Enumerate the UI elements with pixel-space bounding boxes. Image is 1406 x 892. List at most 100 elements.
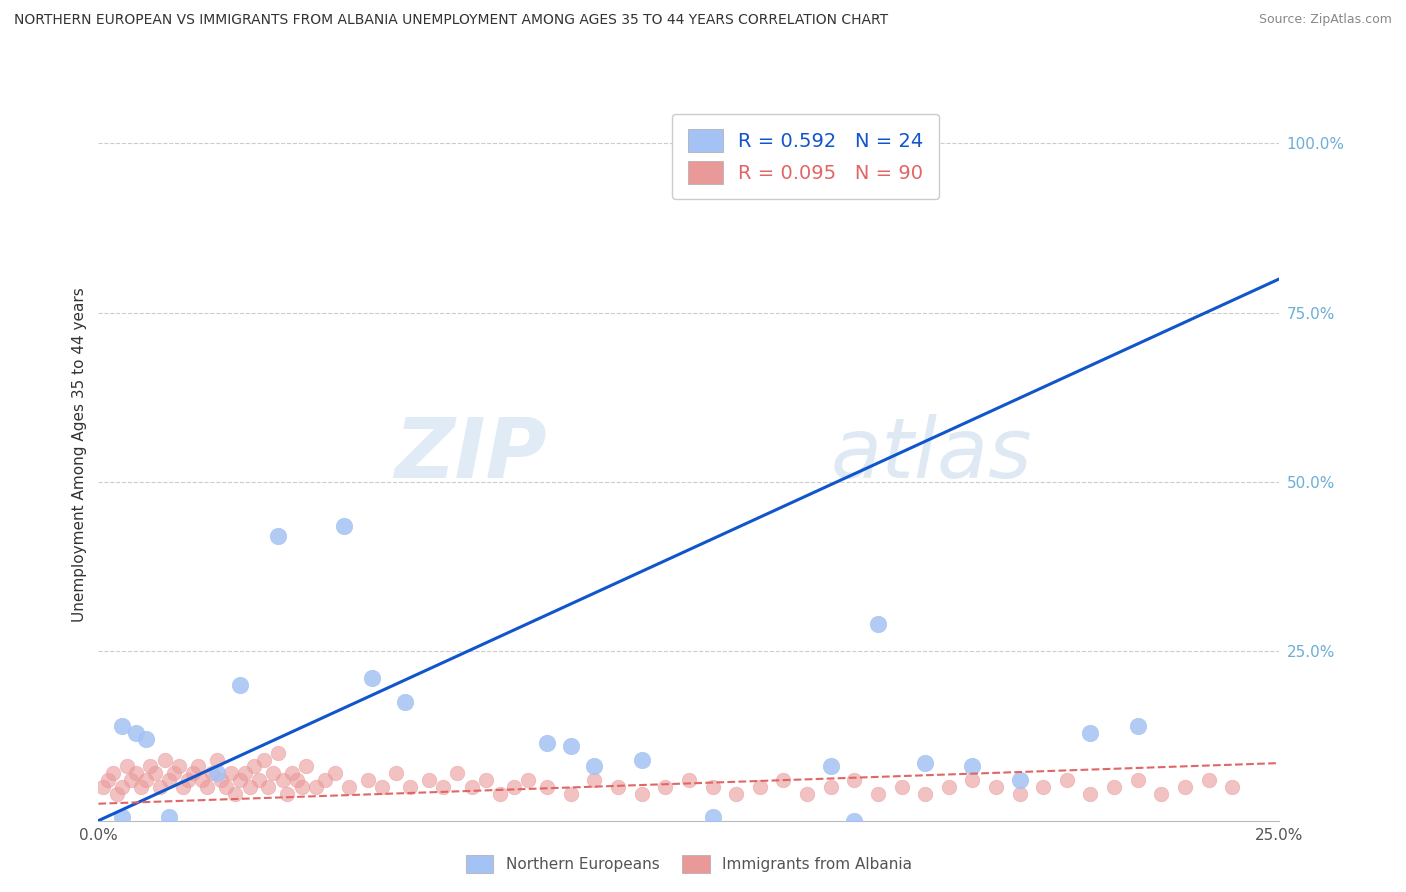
Point	[1008, 772, 1031, 787]
Point	[702, 780, 724, 794]
Point	[125, 725, 148, 739]
Point	[215, 780, 238, 794]
Point	[209, 772, 232, 787]
Point	[290, 780, 312, 794]
Point	[115, 759, 138, 773]
Text: NORTHERN EUROPEAN VS IMMIGRANTS FROM ALBANIA UNEMPLOYMENT AMONG AGES 35 TO 44 YE: NORTHERN EUROPEAN VS IMMIGRANTS FROM ALB…	[14, 13, 889, 28]
Point	[371, 780, 394, 794]
Point	[1126, 772, 1149, 787]
Point	[361, 672, 384, 686]
Point	[560, 739, 582, 753]
Point	[583, 772, 606, 787]
Point	[167, 759, 190, 773]
Point	[281, 766, 304, 780]
Point	[399, 780, 422, 794]
Point	[224, 787, 246, 801]
Point	[820, 759, 842, 773]
Point	[536, 736, 558, 750]
Point	[229, 772, 252, 787]
Point	[914, 756, 936, 770]
Point	[243, 759, 266, 773]
Point	[111, 719, 134, 733]
Point	[239, 780, 262, 794]
Point	[385, 766, 408, 780]
Point	[111, 810, 134, 824]
Point	[1150, 787, 1173, 801]
Point	[262, 766, 284, 780]
Point	[337, 780, 360, 794]
Point	[1102, 780, 1125, 794]
Point	[177, 772, 200, 787]
Point	[702, 810, 724, 824]
Point	[962, 759, 984, 773]
Point	[233, 766, 256, 780]
Point	[205, 766, 228, 780]
Y-axis label: Unemployment Among Ages 35 to 44 years: Unemployment Among Ages 35 to 44 years	[72, 287, 87, 623]
Point	[101, 766, 124, 780]
Point	[129, 780, 152, 794]
Point	[748, 780, 770, 794]
Point	[432, 780, 454, 794]
Point	[914, 787, 936, 801]
Point	[125, 766, 148, 780]
Point	[654, 780, 676, 794]
Point	[560, 787, 582, 801]
Point	[630, 787, 652, 801]
Point	[172, 780, 194, 794]
Point	[583, 759, 606, 773]
Point	[517, 772, 540, 787]
Point	[796, 787, 818, 801]
Point	[105, 787, 128, 801]
Point	[295, 759, 318, 773]
Point	[267, 529, 290, 543]
Point	[866, 617, 889, 632]
Point	[1080, 725, 1102, 739]
Point	[725, 787, 748, 801]
Point	[97, 772, 120, 787]
Point	[323, 766, 346, 780]
Point	[205, 753, 228, 767]
Text: ZIP: ZIP	[395, 415, 547, 495]
Point	[135, 772, 157, 787]
Point	[460, 780, 482, 794]
Point	[357, 772, 380, 787]
Point	[607, 780, 630, 794]
Point	[333, 519, 356, 533]
Point	[866, 787, 889, 801]
Point	[1056, 772, 1078, 787]
Point	[247, 772, 270, 787]
Point	[135, 732, 157, 747]
Point	[1174, 780, 1197, 794]
Point	[121, 772, 143, 787]
Point	[257, 780, 280, 794]
Point	[143, 766, 166, 780]
Point	[678, 772, 700, 787]
Point	[418, 772, 440, 787]
Point	[229, 678, 252, 692]
Point	[984, 780, 1007, 794]
Point	[253, 753, 276, 767]
Point	[163, 766, 186, 780]
Point	[187, 759, 209, 773]
Point	[191, 772, 214, 787]
Point	[219, 766, 242, 780]
Point	[1032, 780, 1054, 794]
Point	[1008, 787, 1031, 801]
Point	[394, 695, 416, 709]
Point	[475, 772, 498, 787]
Point	[111, 780, 134, 794]
Point	[181, 766, 204, 780]
Point	[91, 780, 114, 794]
Point	[1080, 787, 1102, 801]
Point	[630, 753, 652, 767]
Point	[772, 772, 794, 787]
Point	[195, 780, 218, 794]
Point	[1198, 772, 1220, 787]
Point	[157, 810, 180, 824]
Text: atlas: atlas	[831, 415, 1032, 495]
Point	[157, 772, 180, 787]
Legend: R = 0.592   N = 24, R = 0.095   N = 90: R = 0.592 N = 24, R = 0.095 N = 90	[672, 113, 939, 199]
Point	[1220, 780, 1243, 794]
Point	[267, 746, 290, 760]
Point	[149, 780, 172, 794]
